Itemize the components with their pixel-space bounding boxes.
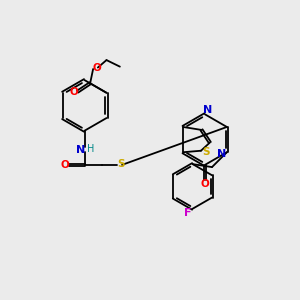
Text: S: S bbox=[118, 159, 125, 169]
Text: O: O bbox=[69, 87, 78, 97]
Text: O: O bbox=[93, 63, 101, 73]
Text: O: O bbox=[201, 179, 209, 189]
Text: N: N bbox=[76, 145, 86, 155]
Text: O: O bbox=[61, 160, 70, 170]
Text: S: S bbox=[202, 147, 210, 157]
Text: H: H bbox=[87, 143, 94, 154]
Text: F: F bbox=[184, 208, 192, 218]
Text: N: N bbox=[217, 149, 226, 159]
Text: N: N bbox=[203, 106, 212, 116]
